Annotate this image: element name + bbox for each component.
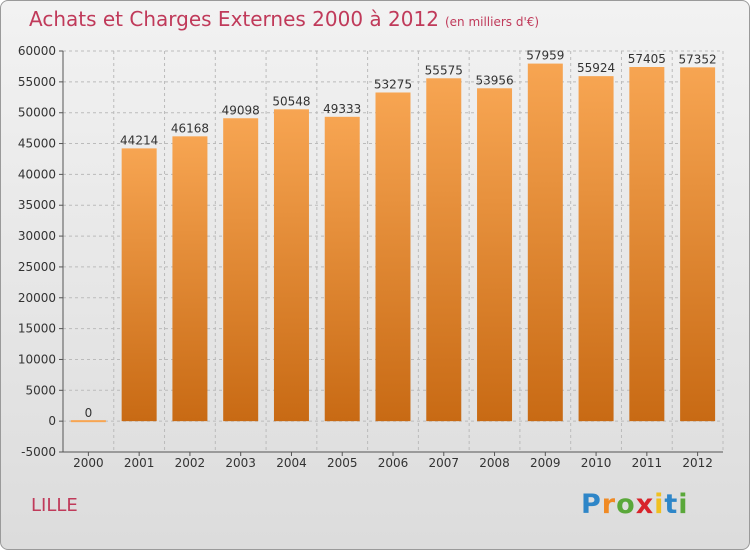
x-tick-label: 2005: [327, 456, 358, 470]
x-tick-label: 2012: [682, 456, 713, 470]
value-label: 44214: [120, 133, 158, 147]
value-label: 55924: [577, 61, 615, 75]
bar: [324, 116, 360, 422]
y-tick-label: 40000: [18, 167, 56, 181]
y-tick-label: 15000: [18, 322, 56, 336]
axes: [59, 50, 723, 456]
y-tick-label: 50000: [18, 106, 56, 120]
x-tick-label: 2001: [124, 456, 155, 470]
bar: [426, 78, 462, 422]
x-tick-label: 2000: [73, 456, 104, 470]
bar: [629, 67, 665, 422]
chart-subtitle: (en milliers d'€): [444, 15, 540, 29]
y-tick-label: 60000: [18, 44, 56, 58]
x-tick-label: 2006: [378, 456, 409, 470]
x-tick-label: 2007: [428, 456, 459, 470]
logo-letter: o: [616, 489, 636, 520]
y-tick-label: -5000: [21, 445, 56, 459]
x-tick-label: 2002: [175, 456, 206, 470]
bar: [223, 118, 259, 422]
labels: -500005000100001500020000250003000035000…: [18, 44, 717, 470]
x-tick-label: 2009: [530, 456, 561, 470]
bar: [375, 92, 411, 422]
value-label: 49098: [222, 103, 260, 117]
value-label: 50548: [272, 94, 310, 108]
y-tick-label: 25000: [18, 260, 56, 274]
value-label: 57959: [526, 49, 564, 63]
value-label: 46168: [171, 121, 209, 135]
logo-letter: r: [601, 489, 617, 520]
logo-letter: i: [678, 489, 689, 520]
value-label: 57405: [628, 52, 666, 66]
y-tick-label: 45000: [18, 137, 56, 151]
y-tick-label: 5000: [25, 383, 56, 397]
value-label: 53956: [475, 73, 513, 87]
chart-title: Achats et Charges Externes 2000 à 2012: [29, 7, 439, 31]
x-tick-label: 2010: [581, 456, 612, 470]
y-tick-label: 10000: [18, 352, 56, 366]
value-label: 57352: [679, 52, 717, 66]
title-row: Achats et Charges Externes 2000 à 2012 (e…: [29, 7, 539, 31]
value-label: 53275: [374, 77, 412, 91]
city-label: LILLE: [31, 495, 78, 516]
value-label: 55575: [425, 63, 463, 77]
value-label: 49333: [323, 102, 361, 116]
logo-letter: x: [635, 489, 655, 520]
y-tick-label: 30000: [18, 229, 56, 243]
y-tick-label: 20000: [18, 291, 56, 305]
bar: [680, 67, 716, 422]
x-tick-label: 2004: [276, 456, 307, 470]
x-tick-label: 2008: [479, 456, 510, 470]
bar: [172, 136, 208, 422]
bar: [70, 420, 106, 423]
value-label: 0: [85, 406, 93, 420]
logo-letter: t: [664, 489, 679, 520]
proxiti-logo: Proxiti: [581, 489, 689, 520]
bar: [273, 109, 309, 422]
bar: [527, 63, 563, 422]
logo-letter: i: [654, 489, 665, 520]
x-tick-label: 2003: [225, 456, 256, 470]
bar: [477, 88, 513, 422]
bar: [121, 148, 157, 422]
bars: [70, 63, 716, 423]
y-tick-label: 0: [48, 414, 56, 428]
x-tick-label: 2011: [632, 456, 663, 470]
bar: [578, 76, 614, 422]
logo-letter: P: [581, 489, 602, 520]
y-tick-label: 35000: [18, 198, 56, 212]
y-tick-label: 55000: [18, 75, 56, 89]
